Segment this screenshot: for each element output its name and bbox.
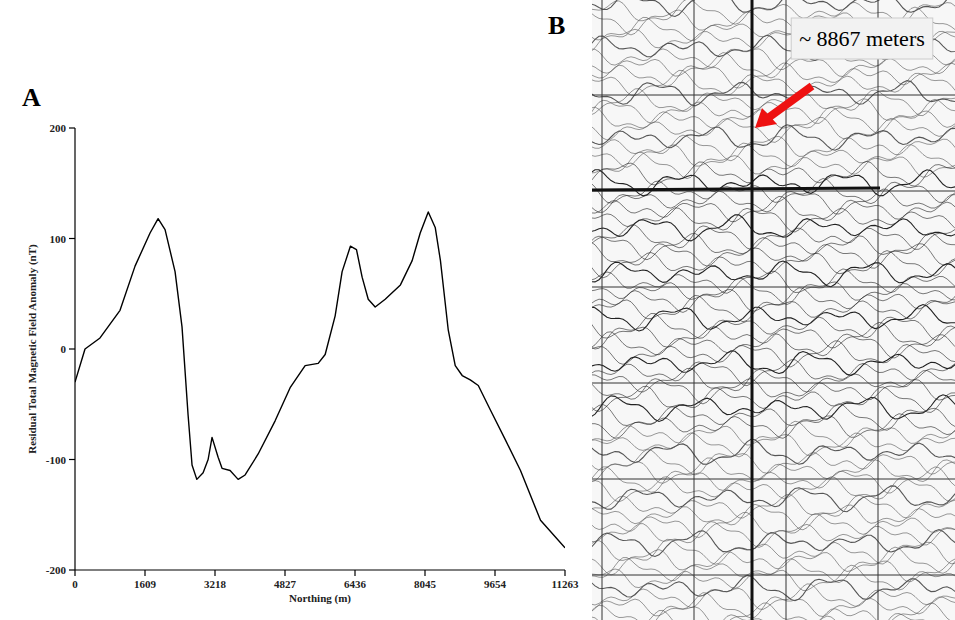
contour-line	[592, 395, 955, 422]
plot-area	[75, 212, 565, 548]
contour-line	[592, 603, 955, 620]
contour-line	[592, 251, 955, 278]
section-line	[592, 479, 955, 480]
y-axis-title: Residual Total Magnetic Field Anomaly (n…	[26, 244, 39, 454]
section-line	[592, 287, 955, 288]
contour-line	[592, 288, 955, 313]
contour-line	[592, 360, 955, 386]
contour-line	[592, 477, 955, 502]
x-tick	[494, 570, 495, 576]
contour-line	[592, 439, 955, 464]
x-tick-label: 11263	[552, 578, 579, 590]
y-tick	[69, 348, 75, 349]
contour-line	[592, 458, 955, 483]
y-tick	[69, 459, 75, 460]
x-tick	[284, 570, 285, 576]
y-tick	[69, 127, 75, 128]
contour-line	[592, 495, 955, 519]
figure: ~ 8867 meters B A -200 -100 0 100 200 0 1609 3218 4…	[0, 0, 955, 620]
anomaly-line	[75, 212, 565, 548]
x-axis	[75, 569, 565, 570]
road	[592, 188, 880, 190]
road	[751, 0, 754, 620]
x-tick-label: 8045	[414, 578, 437, 590]
contour-line	[592, 467, 955, 493]
contour-line	[592, 379, 955, 404]
panel-label: B	[548, 11, 565, 40]
contour-line	[592, 170, 955, 196]
panel-label: A	[22, 83, 41, 112]
x-tick-label: 0	[72, 578, 78, 590]
contour-line	[592, 575, 955, 600]
contour-line	[592, 0, 955, 17]
x-tick	[144, 570, 145, 576]
contour-line	[592, 547, 955, 575]
contour-line	[592, 486, 955, 512]
y-tick-label: 0	[61, 343, 67, 355]
contour-line	[592, 305, 955, 332]
map	[592, 0, 955, 620]
x-tick-label: 6436	[344, 578, 367, 590]
panel-a: A -200 -100 0 100 200 0 1609 3218 4827 6436 8045 965…	[0, 60, 588, 620]
section-line	[592, 95, 955, 96]
x-tick-label: 4827	[274, 578, 297, 590]
annotation: ~ 8867 meters	[799, 26, 925, 51]
contour-line	[592, 233, 955, 260]
contour-line	[592, 450, 955, 475]
y-tick-label: -100	[46, 454, 67, 466]
section-line	[602, 0, 603, 620]
section-line	[878, 0, 879, 620]
annotation-box	[791, 18, 933, 59]
arrow-shaft	[768, 86, 812, 118]
contour-line	[592, 278, 955, 305]
y-tick-label: 200	[50, 122, 67, 134]
contour-line	[592, 414, 955, 439]
x-tick	[564, 570, 565, 576]
contour-line	[592, 421, 955, 447]
contour-line	[592, 196, 955, 221]
y-tick	[69, 569, 75, 570]
x-tick-label: 3218	[204, 578, 227, 590]
section-line	[694, 0, 695, 620]
contour-line	[592, 530, 955, 557]
y-tick-label: -200	[46, 564, 67, 576]
y-tick-label: 100	[50, 233, 67, 245]
contour-line	[592, 522, 955, 548]
section-line	[592, 383, 955, 384]
contour-line	[592, 610, 955, 620]
contour-line	[592, 152, 955, 179]
contour-line	[592, 225, 955, 250]
x-tick	[354, 570, 355, 576]
x-tick-label: 9654	[484, 578, 507, 590]
contour-line	[592, 368, 955, 392]
x-tick	[74, 570, 75, 576]
arrow-head	[755, 108, 777, 128]
contour-line	[592, 351, 955, 376]
section-line	[592, 575, 955, 576]
contour-line	[592, 295, 955, 321]
contour-line	[592, 242, 955, 268]
y-tick	[69, 238, 75, 239]
contour-line	[592, 269, 955, 293]
x-tick	[424, 570, 425, 576]
contour-line	[592, 322, 955, 349]
x-tick-label: 1609	[134, 578, 157, 590]
contour-line	[592, 539, 955, 564]
panel-a-ground	[0, 60, 588, 620]
contour-line	[592, 81, 955, 106]
x-tick	[214, 570, 215, 576]
contour-line	[592, 386, 955, 412]
contour-line	[592, 404, 955, 431]
contour-line	[592, 189, 955, 214]
map-ground	[592, 0, 955, 620]
contour-line	[592, 584, 955, 610]
x-axis-title: Northing (m)	[289, 592, 351, 605]
contour-line	[592, 179, 955, 204]
contour-line	[592, 332, 955, 358]
contour-line	[592, 558, 955, 583]
section-line	[786, 0, 787, 620]
